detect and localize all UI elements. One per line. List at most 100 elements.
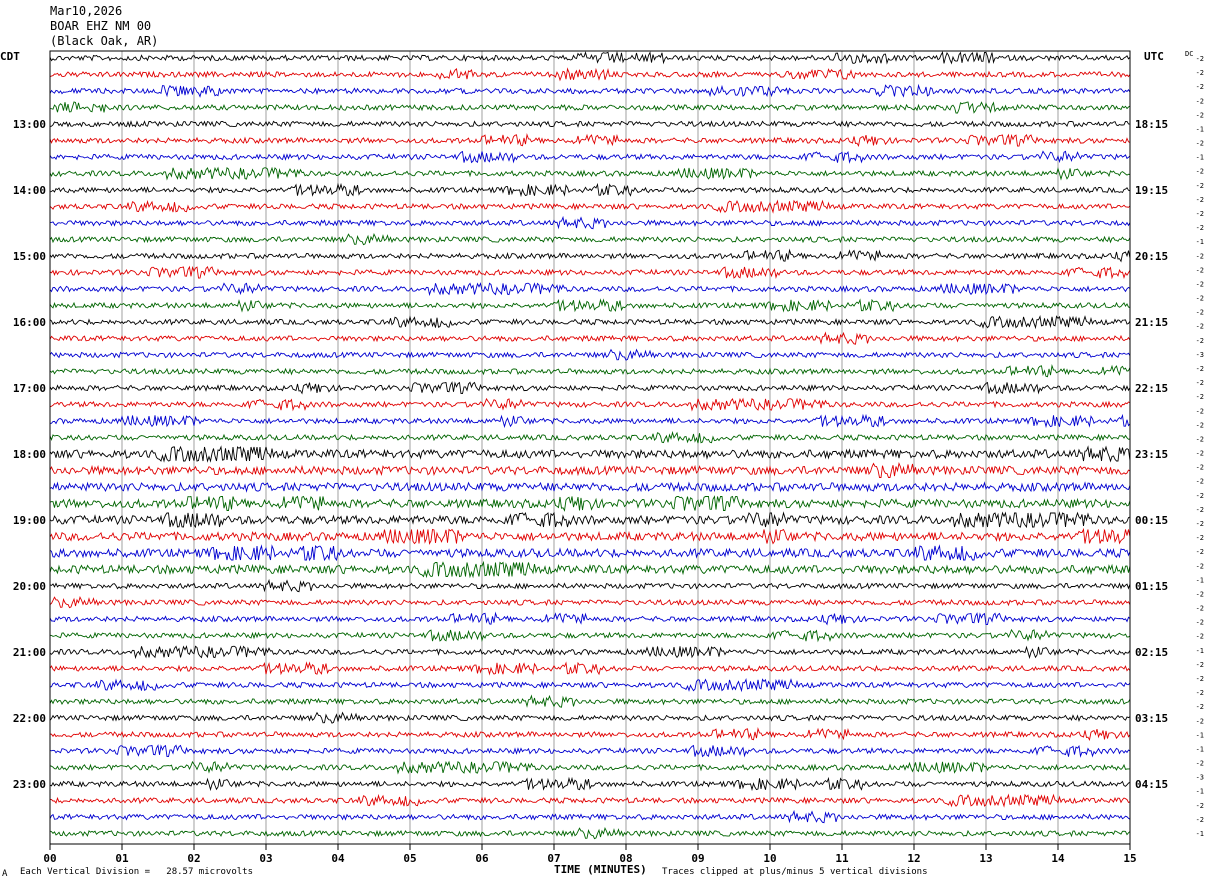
seismic-trace	[49, 744, 1131, 758]
dc-offset-label: -2	[1196, 111, 1204, 119]
utc-hour-label: 23:15	[1135, 448, 1168, 461]
x-tick-label: 00	[43, 852, 56, 865]
station-label: BOAR EHZ NM 00	[50, 19, 152, 33]
dc-offset-label: -2	[1196, 478, 1204, 486]
dc-offset-label: -2	[1196, 450, 1204, 458]
utc-hour-label: 21:15	[1135, 316, 1168, 329]
seismic-trace	[49, 67, 1131, 82]
x-tick-label: 15	[1123, 852, 1136, 865]
x-axis-ticks: 00 01 02 03 04 05 06 07 08 09 10 11 12 13 14 15	[43, 844, 1137, 865]
x-tick-label: 10	[763, 852, 776, 865]
x-tick-label: 13	[979, 852, 992, 865]
cdt-hour-label: 20:00	[13, 580, 46, 593]
seismic-trace	[49, 711, 1131, 724]
dc-offset-label: -2	[1196, 760, 1204, 768]
seismic-trace	[49, 298, 1131, 313]
plot-frame	[49, 50, 1131, 845]
seismic-trace	[49, 694, 1131, 708]
seismic-trace	[49, 495, 1131, 512]
x-tick-label: 03	[259, 852, 272, 865]
seismic-trace	[49, 511, 1131, 529]
seismic-trace	[49, 133, 1131, 148]
dc-offset-label: -2	[1196, 633, 1204, 641]
dc-offset-label: -1	[1196, 154, 1204, 162]
dc-offset-label: -2	[1196, 703, 1204, 711]
dc-offset-label: -2	[1196, 168, 1204, 176]
seismic-trace	[49, 397, 1131, 412]
utc-hour-label: 22:15	[1135, 382, 1168, 395]
dc-offset-label: -2	[1196, 224, 1204, 232]
dc-offset-label: -2	[1196, 140, 1204, 148]
dc-offset-label: -2	[1196, 421, 1204, 429]
x-tick-label: 02	[187, 852, 200, 865]
dc-offset-labels: -2 -2 -2 -2 -2 -1 -2 -1 -2 -2 -2 -2 -2 -1 -2 -2 -2 -2 -2 -2…	[1196, 55, 1204, 838]
x-tick-label: 06	[475, 852, 489, 865]
seismic-trace	[49, 364, 1131, 378]
dc-offset-label: -2	[1196, 717, 1204, 725]
dc-offset-label: -2	[1196, 435, 1204, 443]
seismic-trace	[49, 628, 1131, 643]
cdt-hour-label: 22:00	[13, 712, 46, 725]
seismic-trace	[49, 678, 1131, 693]
x-tick-label: 08	[619, 852, 632, 865]
dc-offset-label: -1	[1196, 647, 1204, 655]
seismic-trace	[49, 430, 1131, 444]
cdt-hour-label: 21:00	[13, 646, 46, 659]
x-tick-label: 04	[331, 852, 345, 865]
cdt-hour-label: 18:00	[13, 448, 46, 461]
dc-offset-label: -2	[1196, 210, 1204, 218]
x-axis-label: TIME (MINUTES)	[554, 863, 647, 876]
seismic-trace	[49, 809, 1131, 824]
dc-offset-label: -1	[1196, 830, 1204, 838]
seismic-trace	[49, 50, 1131, 65]
date-label: Mar10,2026	[50, 4, 123, 18]
seismic-trace	[49, 776, 1131, 792]
dc-offset-label: -2	[1196, 548, 1204, 556]
dc-offset-label: -2	[1196, 590, 1204, 598]
dc-offset-label: -2	[1196, 661, 1204, 669]
seismic-trace	[49, 611, 1131, 626]
clip-note: Traces clipped at plus/minus 5 vertical …	[662, 867, 928, 877]
dc-offset-label: -2	[1196, 605, 1204, 613]
seismic-trace	[49, 760, 1130, 775]
dc-offset-label: -3	[1196, 351, 1204, 359]
dc-offset-label: -2	[1196, 295, 1204, 303]
dc-offset-label: -2	[1196, 55, 1204, 63]
seismic-trace	[49, 578, 1131, 593]
seismic-trace	[49, 315, 1131, 330]
x-tick-label: 07	[547, 852, 560, 865]
dc-offset-label: -3	[1196, 774, 1204, 782]
dc-offset-label: -1	[1196, 731, 1204, 739]
dc-offset-label: -2	[1196, 309, 1204, 317]
dc-offset-label: -2	[1196, 506, 1204, 514]
seismic-trace	[49, 544, 1131, 562]
dc-offset-label: -2	[1196, 97, 1204, 105]
vertical-division-note: Each Vertical Division = 28.57 microvolt…	[20, 867, 253, 877]
dc-offset-label: -2	[1196, 365, 1204, 373]
seismic-trace	[49, 150, 1131, 164]
seismic-trace	[49, 101, 1131, 114]
corner-mark: A	[2, 869, 8, 879]
dc-offset-label: -2	[1196, 196, 1204, 204]
seismic-trace	[49, 215, 1131, 230]
dc-offset-label: -1	[1196, 125, 1204, 133]
seismic-trace	[49, 595, 1131, 609]
cdt-hour-label: 15:00	[13, 250, 46, 263]
dc-offset-label: -2	[1196, 562, 1204, 570]
dc-offset-label: -1	[1196, 238, 1204, 246]
seismic-trace	[49, 331, 1131, 345]
time-gridlines	[121, 51, 1059, 844]
seismic-trace	[49, 348, 1131, 361]
x-tick-label: 05	[403, 852, 416, 865]
seismic-trace	[49, 826, 1131, 840]
dc-offset-label: -2	[1196, 266, 1204, 274]
seismic-traces	[49, 50, 1131, 840]
x-tick-label: 01	[115, 852, 129, 865]
dc-offset-label: -2	[1196, 492, 1204, 500]
seismic-trace	[49, 199, 1131, 214]
cdt-hour-label: 14:00	[13, 184, 46, 197]
seismic-trace	[49, 793, 1131, 808]
dc-offset-label: -2	[1196, 323, 1204, 331]
dc-offset-label: -1	[1196, 745, 1204, 753]
dc-header-label: DC	[1185, 50, 1193, 58]
